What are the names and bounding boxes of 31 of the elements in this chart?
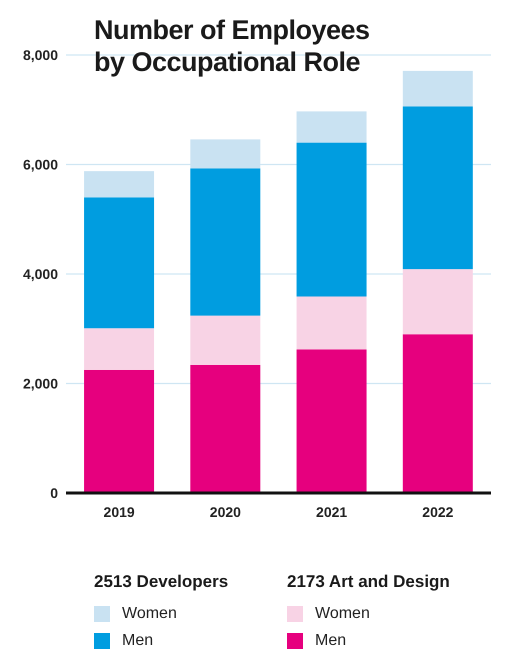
x-tick-label: 2021 (316, 504, 348, 520)
y-tick-label: 6,000 (22, 156, 58, 172)
bar (296, 296, 367, 350)
bar (84, 197, 154, 328)
bar (402, 334, 473, 493)
bar (84, 328, 154, 370)
y-tick-label: 8,000 (22, 46, 58, 63)
legend-label: Women (122, 604, 177, 622)
text: 2173 Art and Design (287, 572, 451, 592)
x-tick-label: 2020 (210, 504, 242, 520)
legend-label: Men (122, 632, 154, 650)
bar (296, 350, 367, 493)
x-tick-label: 2019 (104, 504, 135, 520)
y-tick-label: 4,000 (22, 266, 58, 282)
bar (190, 364, 260, 493)
bar (402, 106, 473, 270)
y-tick-label: 2,000 (22, 375, 58, 392)
text: 2513 Developers (94, 572, 230, 592)
x-tick-label: 2022 (422, 504, 454, 520)
bar (402, 269, 473, 334)
y-tick-label: 0 (50, 484, 58, 501)
bar (84, 370, 154, 493)
legend-label: Men (315, 632, 346, 650)
bar (402, 70, 473, 106)
bar (296, 142, 367, 296)
legend-label: Women (315, 604, 370, 622)
chart-title: Number of Employees by Occupational Role (94, 14, 371, 78)
bar (190, 316, 260, 365)
bar (84, 171, 154, 198)
bar (296, 111, 367, 143)
bar (190, 168, 260, 316)
